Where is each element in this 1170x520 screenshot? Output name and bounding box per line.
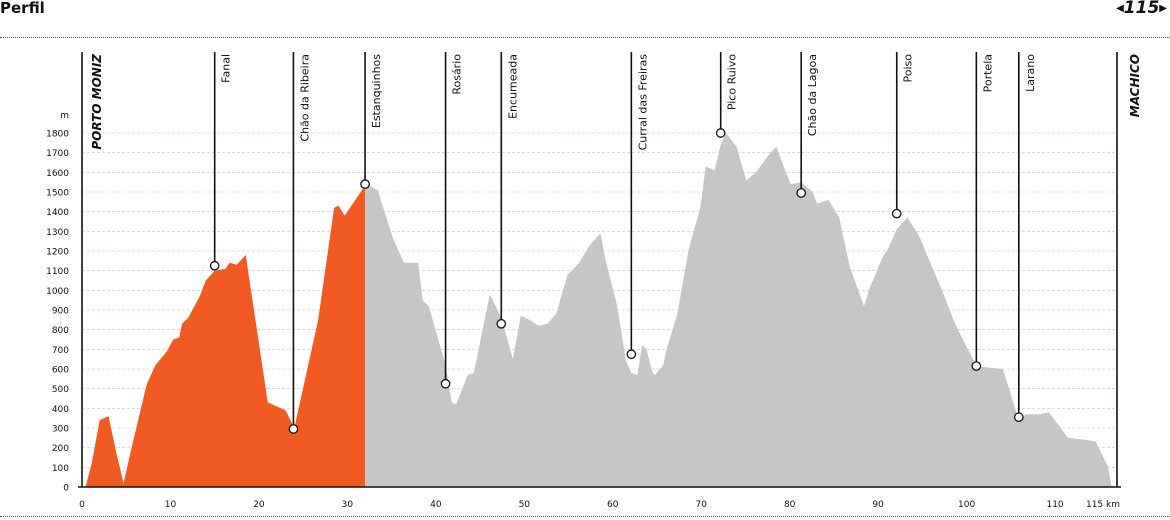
y-tick-label: 1600 bbox=[46, 169, 69, 179]
next-page-arrow-icon[interactable]: ▶ bbox=[1159, 3, 1167, 14]
waypoint-label: Curral das Freiras bbox=[636, 54, 649, 151]
page-number: 115 bbox=[1123, 0, 1160, 18]
x-tick-label: 110 bbox=[1046, 500, 1063, 510]
waypoint-marker bbox=[496, 318, 507, 329]
waypoint-label: Poiso bbox=[902, 54, 915, 83]
ridden-profile-area bbox=[85, 183, 366, 487]
x-tick-label: 10 bbox=[165, 500, 177, 510]
waypoint-label: Rosário bbox=[451, 54, 464, 95]
waypoint-marker bbox=[288, 424, 299, 434]
waypoint-label: Pico Ruivo bbox=[726, 54, 739, 110]
waypoint-marker bbox=[796, 188, 807, 198]
waypoint-marker bbox=[971, 361, 982, 371]
waypoint-marker bbox=[209, 260, 220, 271]
waypoint-marker bbox=[360, 179, 370, 189]
waypoint-label: Larano bbox=[1024, 54, 1037, 92]
waypoint-marker bbox=[440, 378, 451, 389]
y-tick-label: 1700 bbox=[46, 149, 69, 159]
x-tick-label: 70 bbox=[696, 500, 708, 510]
x-tick-label: 100 bbox=[958, 500, 975, 510]
y-unit-label: m bbox=[60, 111, 69, 121]
end-location-label: MACHICO bbox=[1128, 54, 1142, 117]
waypoint-label: Portela bbox=[981, 54, 994, 92]
y-tick-label: 1500 bbox=[46, 189, 69, 199]
waypoint-label: Estanquinhos bbox=[370, 54, 383, 128]
y-tick-label: 1800 bbox=[46, 130, 69, 140]
y-tick-label: 300 bbox=[52, 425, 69, 435]
waypoint-marker bbox=[626, 349, 637, 360]
page-number-nav[interactable]: ◀115▶ bbox=[1116, 0, 1167, 18]
y-tick-label: 1000 bbox=[46, 287, 69, 297]
waypoint-label: Fanal bbox=[220, 54, 233, 83]
waypoint-marker bbox=[891, 208, 902, 219]
top-dotted-divider bbox=[0, 37, 1170, 38]
page-title: Perfil bbox=[0, 0, 45, 17]
waypoint-label: Chão da Lagoa bbox=[806, 54, 819, 136]
x-tick-label: 50 bbox=[519, 500, 531, 510]
y-tick-label: 500 bbox=[52, 385, 69, 395]
waypoint-marker bbox=[715, 128, 726, 138]
bottom-dotted-divider bbox=[0, 516, 1170, 517]
y-tick-label: 1400 bbox=[46, 208, 69, 218]
prev-page-arrow-icon[interactable]: ◀ bbox=[1116, 3, 1124, 14]
y-tick-label: 400 bbox=[52, 405, 69, 415]
x-tick-label: 90 bbox=[872, 500, 884, 510]
x-unit-label: 115 km bbox=[1086, 500, 1120, 510]
y-tick-label: 1200 bbox=[46, 248, 69, 258]
waypoint-label: Encumeada bbox=[506, 54, 519, 119]
x-tick-label: 30 bbox=[342, 500, 354, 510]
y-tick-label: 900 bbox=[52, 307, 69, 317]
y-tick-label: 600 bbox=[52, 366, 69, 376]
y-tick-label: 100 bbox=[52, 464, 69, 474]
remaining-profile-area bbox=[365, 133, 1112, 487]
y-tick-label: 1300 bbox=[46, 228, 69, 238]
x-tick-label: 20 bbox=[253, 500, 265, 510]
start-location-label: PORTO MONIZ bbox=[90, 54, 104, 150]
y-tick-label: 800 bbox=[52, 326, 69, 336]
x-tick-label: 60 bbox=[607, 500, 619, 510]
y-tick-label: 1100 bbox=[46, 267, 69, 277]
waypoint-marker bbox=[1013, 412, 1024, 423]
y-tick-label: 700 bbox=[52, 346, 69, 356]
x-tick-label: 80 bbox=[784, 500, 796, 510]
y-tick-label: 200 bbox=[52, 444, 69, 454]
y-tick-label: 0 bbox=[63, 484, 69, 494]
x-tick-label: 40 bbox=[430, 500, 442, 510]
x-tick-label: 0 bbox=[79, 500, 85, 510]
waypoint-label: Chão da Ribeira bbox=[298, 54, 311, 142]
